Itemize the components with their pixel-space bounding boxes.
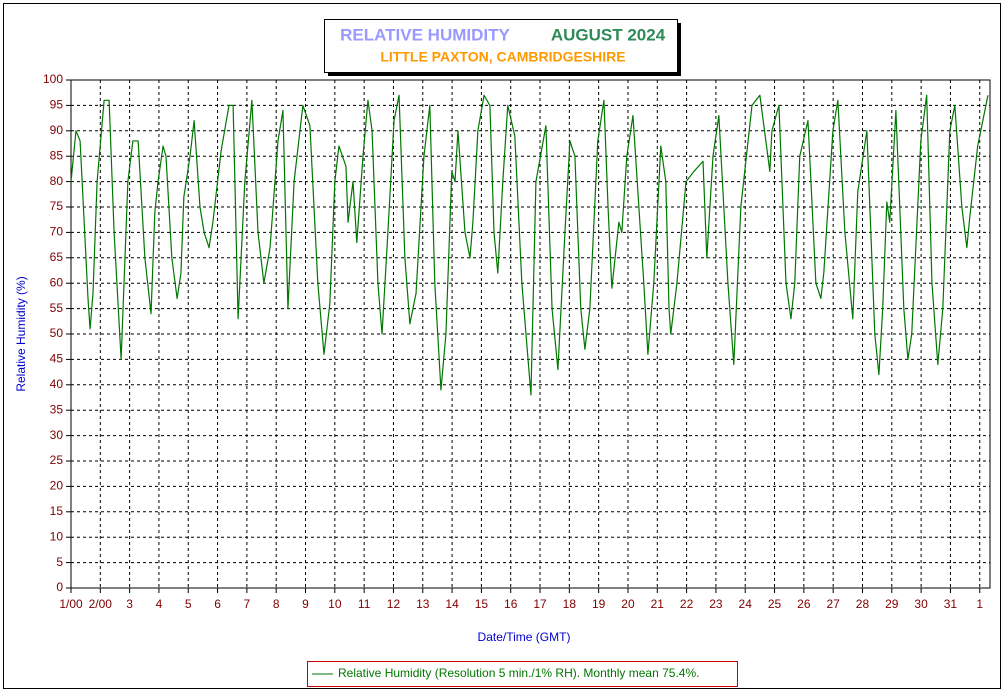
x-tick-label: 17 — [533, 597, 547, 611]
y-tick-label: 15 — [50, 504, 64, 518]
y-tick-label: 80 — [50, 174, 64, 188]
y-tick-label: 5 — [56, 555, 63, 569]
plot-area — [71, 80, 990, 588]
y-tick-label: 65 — [50, 250, 64, 264]
x-tick-label: 31 — [944, 597, 958, 611]
y-axis-label: Relative Humidity (%) — [14, 276, 28, 391]
x-tick-label: 8 — [273, 597, 280, 611]
x-tick-label: 24 — [739, 597, 753, 611]
title-box — [324, 19, 678, 73]
x-tick-label: 30 — [914, 597, 928, 611]
plot-border — [70, 79, 991, 589]
x-tick-label: 7 — [244, 597, 251, 611]
x-tick-label: 28 — [856, 597, 870, 611]
legend-label: Relative Humidity (Resolution 5 min./1% … — [338, 666, 699, 680]
y-tick-label: 35 — [50, 402, 64, 416]
x-tick-label: 29 — [885, 597, 899, 611]
y-tick-label: 85 — [50, 148, 64, 162]
y-tick-label: 40 — [50, 377, 64, 391]
y-tick-label: 90 — [50, 123, 64, 137]
x-axis-label: Date/Time (GMT) — [478, 630, 571, 644]
y-tick-label: 20 — [50, 479, 64, 493]
x-tick-label: 19 — [592, 597, 606, 611]
x-tick-label: 15 — [475, 597, 489, 611]
y-tick-label: 10 — [50, 529, 64, 543]
x-tick-label: 16 — [504, 597, 518, 611]
x-tick-label: 3 — [126, 597, 133, 611]
chart-title: RELATIVE HUMIDITY — [340, 25, 510, 44]
y-tick-label: 95 — [50, 98, 64, 112]
x-tick-label: 5 — [185, 597, 192, 611]
legend-box — [307, 661, 738, 687]
x-tick-label: 27 — [826, 597, 840, 611]
x-tick-label: 12 — [387, 597, 401, 611]
x-tick-label: 10 — [328, 597, 342, 611]
data-line — [70, 94, 989, 396]
x-tick-label: 14 — [445, 597, 459, 611]
x-tick-label: 1/00 — [59, 597, 83, 611]
x-tick-label: 23 — [709, 597, 723, 611]
y-tick-label: 55 — [50, 301, 64, 315]
x-tick-label: 4 — [156, 597, 163, 611]
x-tick-label: 22 — [680, 597, 694, 611]
y-tick-label: 30 — [50, 428, 64, 442]
chart-period: AUGUST 2024 — [551, 25, 666, 44]
y-tick-label: 50 — [50, 326, 64, 340]
x-tick-label: 21 — [651, 597, 665, 611]
x-tick-label: 2/00 — [89, 597, 113, 611]
y-tick-label: 75 — [50, 199, 64, 213]
chart-subtitle: LITTLE PAXTON, CAMBRIDGESHIRE — [380, 49, 625, 65]
x-tick-label: 13 — [416, 597, 430, 611]
y-tick-label: 70 — [50, 225, 64, 239]
y-tick-label: 0 — [56, 580, 63, 594]
y-tick-label: 25 — [50, 453, 64, 467]
x-tick-label: 9 — [302, 597, 309, 611]
x-tick-label: 20 — [621, 597, 635, 611]
x-tick-label: 18 — [563, 597, 577, 611]
x-tick-label: 1 — [976, 597, 983, 611]
y-tick-label: 60 — [50, 275, 64, 289]
x-tick-label: 25 — [768, 597, 782, 611]
y-tick-label: 100 — [43, 72, 63, 86]
y-tick-label: 45 — [50, 352, 64, 366]
x-tick-label: 11 — [358, 597, 371, 611]
x-tick-label: 6 — [214, 597, 221, 611]
x-tick-label: 26 — [797, 597, 811, 611]
